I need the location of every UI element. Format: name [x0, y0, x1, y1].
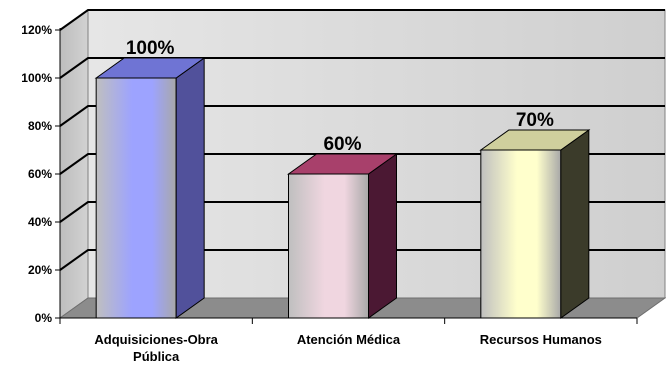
- y-tick-label: 120%: [21, 23, 52, 37]
- bar-side: [368, 153, 397, 319]
- gridline: [59, 201, 665, 223]
- bar-2: 60%: [286, 134, 399, 319]
- x-tick-label: Adquisiciones-Obra Pública: [94, 332, 218, 364]
- bar-side: [560, 129, 590, 319]
- y-tick-label: 80%: [28, 119, 52, 133]
- gridline: [59, 153, 665, 175]
- gridline: [59, 9, 665, 31]
- gridline: [59, 57, 665, 79]
- bar-front: [480, 149, 562, 319]
- x-tick-label: Atención Médica: [297, 332, 401, 347]
- bar-top: [94, 57, 206, 79]
- y-tick-label: 40%: [28, 215, 52, 229]
- bar-1: 100%: [94, 38, 206, 319]
- gridline: [59, 249, 665, 271]
- gridline: [59, 105, 665, 127]
- data-label: 60%: [323, 134, 361, 155]
- bar-top: [479, 129, 591, 151]
- data-label: 70%: [516, 110, 554, 131]
- y-tick-label: 60%: [28, 167, 52, 181]
- bar-3: 70%: [479, 110, 591, 319]
- bar-front: [95, 77, 177, 319]
- bar-top: [286, 153, 399, 175]
- data-label: 100%: [126, 38, 175, 59]
- y-tick-label: 100%: [21, 71, 52, 85]
- y-tick-label: 0%: [35, 311, 53, 325]
- bar-side: [175, 57, 205, 319]
- y-tick-label: 20%: [28, 263, 52, 277]
- x-tick-label: Recursos Humanos: [480, 332, 602, 347]
- bar-front: [288, 173, 369, 319]
